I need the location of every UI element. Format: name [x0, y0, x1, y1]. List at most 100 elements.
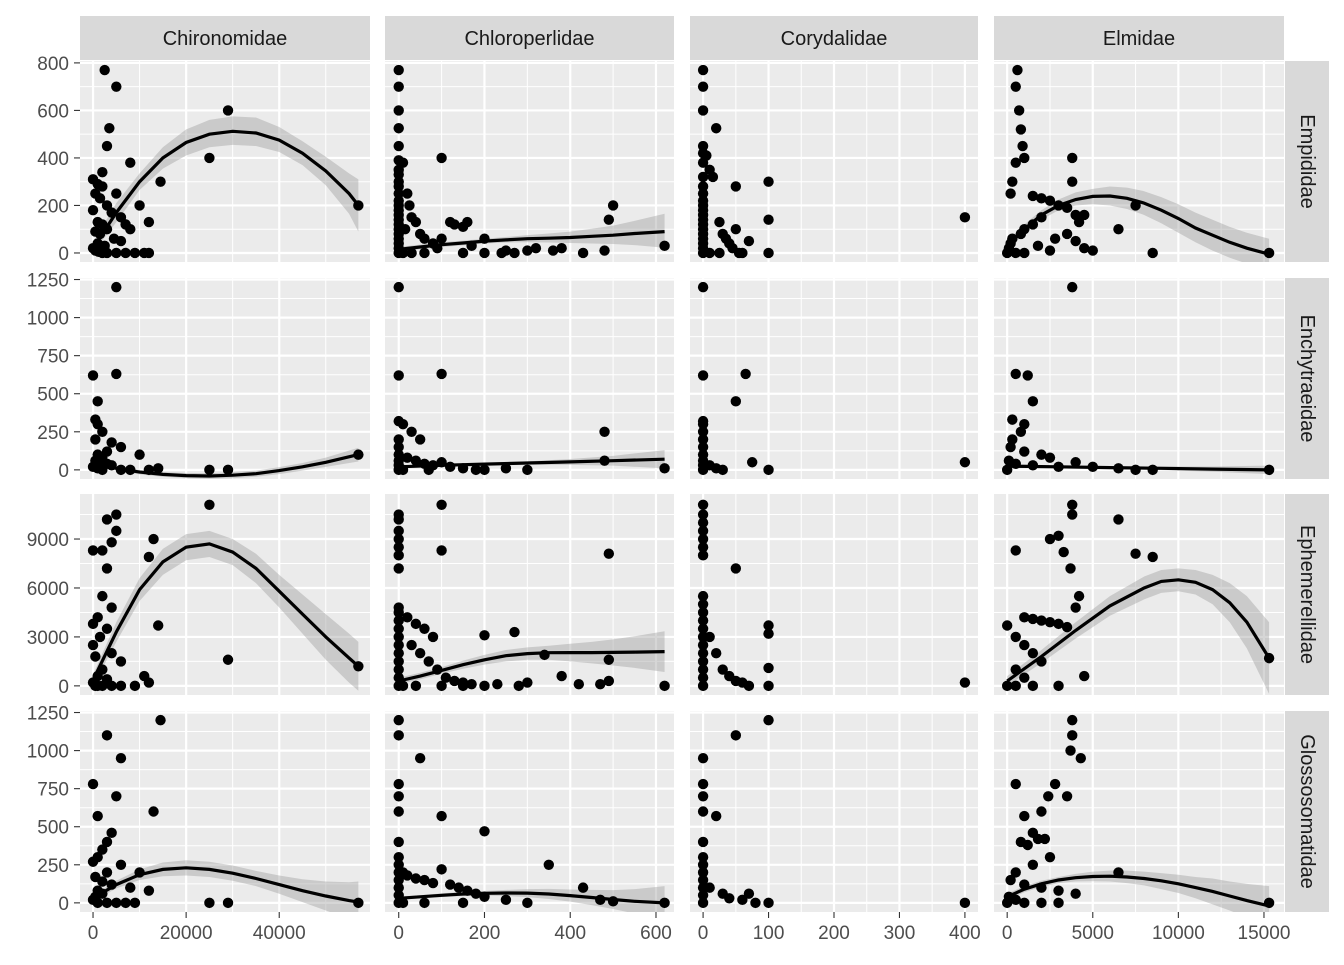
data-point — [710, 648, 722, 659]
data-point — [1019, 639, 1030, 651]
data-point — [1087, 245, 1098, 256]
data-point — [556, 670, 567, 682]
data-point — [697, 541, 709, 553]
data-point — [393, 514, 404, 525]
data-point — [87, 618, 99, 630]
data-point — [730, 563, 742, 574]
data-point — [730, 181, 742, 192]
y-tick-label: 0 — [58, 461, 69, 482]
data-point — [697, 672, 709, 683]
y-tick-label: 800 — [37, 54, 69, 75]
data-point — [1036, 897, 1047, 909]
data-point — [704, 882, 715, 893]
data-point — [697, 81, 709, 92]
column-strip: Corydalidae — [690, 16, 978, 60]
data-point — [97, 166, 108, 178]
data-point — [115, 859, 127, 870]
data-point — [97, 545, 108, 556]
panel-data-layer — [393, 714, 670, 912]
column-strip: Chironomidae — [80, 16, 370, 60]
data-point — [746, 457, 758, 468]
data-point — [393, 550, 404, 561]
data-point — [449, 219, 460, 230]
data-point — [1010, 368, 1021, 380]
data-point — [763, 628, 774, 639]
data-point — [573, 679, 585, 690]
panel-grid — [994, 494, 1284, 695]
data-point — [1010, 247, 1021, 259]
data-point — [419, 247, 430, 259]
row-strip-bg — [1285, 711, 1329, 912]
data-point — [111, 247, 122, 259]
data-point — [500, 463, 512, 474]
data-point — [603, 548, 615, 559]
data-point — [697, 753, 709, 764]
facet-panel — [385, 278, 674, 479]
data-point — [750, 897, 761, 909]
data-point — [397, 680, 409, 692]
y-tick-label: 0 — [58, 677, 69, 698]
row-strip: Ephemerellidae — [1285, 494, 1329, 695]
data-point — [94, 631, 106, 643]
data-point — [697, 181, 709, 192]
data-point — [697, 874, 709, 886]
panel-data-layer — [1001, 714, 1275, 912]
data-point — [763, 247, 774, 259]
data-point — [90, 651, 101, 662]
data-point — [393, 525, 404, 537]
data-point — [427, 631, 439, 643]
panel-grid — [80, 711, 370, 912]
y-tick-label: 0 — [58, 894, 69, 915]
data-point — [222, 105, 234, 116]
data-point — [436, 864, 447, 875]
data-point — [1067, 176, 1078, 187]
data-point — [204, 464, 215, 476]
confidence-band — [93, 447, 359, 479]
data-point — [1113, 514, 1124, 525]
data-point — [393, 631, 404, 643]
data-point — [659, 240, 670, 252]
data-point — [697, 806, 709, 817]
data-point — [1044, 195, 1056, 206]
data-point — [697, 867, 709, 878]
y-tick-label: 250 — [37, 423, 69, 444]
data-point — [393, 434, 404, 445]
data-point — [419, 623, 430, 634]
data-point — [1001, 620, 1013, 631]
fit-line — [1006, 874, 1270, 908]
data-point — [393, 441, 404, 453]
x-tick-label: 40000 — [253, 923, 306, 944]
data-point — [423, 656, 434, 667]
data-point — [763, 464, 774, 476]
data-point — [763, 680, 774, 692]
data-point — [1017, 140, 1028, 152]
data-point — [436, 680, 447, 692]
data-point — [1130, 548, 1141, 559]
data-point — [87, 205, 99, 216]
column-strip: Elmidae — [994, 16, 1284, 60]
data-point — [547, 245, 559, 256]
x-tick-label: 400 — [949, 923, 981, 944]
facet-panel — [994, 61, 1284, 262]
data-point — [1044, 245, 1056, 256]
data-point — [155, 176, 166, 187]
data-point — [1001, 897, 1013, 909]
data-point — [406, 426, 417, 437]
data-point — [1053, 530, 1064, 541]
data-point — [111, 525, 122, 537]
data-point — [222, 897, 234, 909]
data-point — [106, 537, 117, 548]
data-point — [1044, 533, 1056, 545]
data-point — [410, 873, 422, 884]
data-point — [697, 525, 709, 537]
data-point — [402, 452, 413, 463]
data-point — [697, 836, 709, 848]
data-point — [697, 188, 709, 199]
data-point — [543, 859, 554, 870]
data-point — [522, 464, 533, 476]
data-point — [204, 499, 215, 510]
row-strip-label: Empididae — [1296, 114, 1318, 209]
data-point — [1015, 124, 1027, 135]
data-point — [556, 243, 567, 254]
